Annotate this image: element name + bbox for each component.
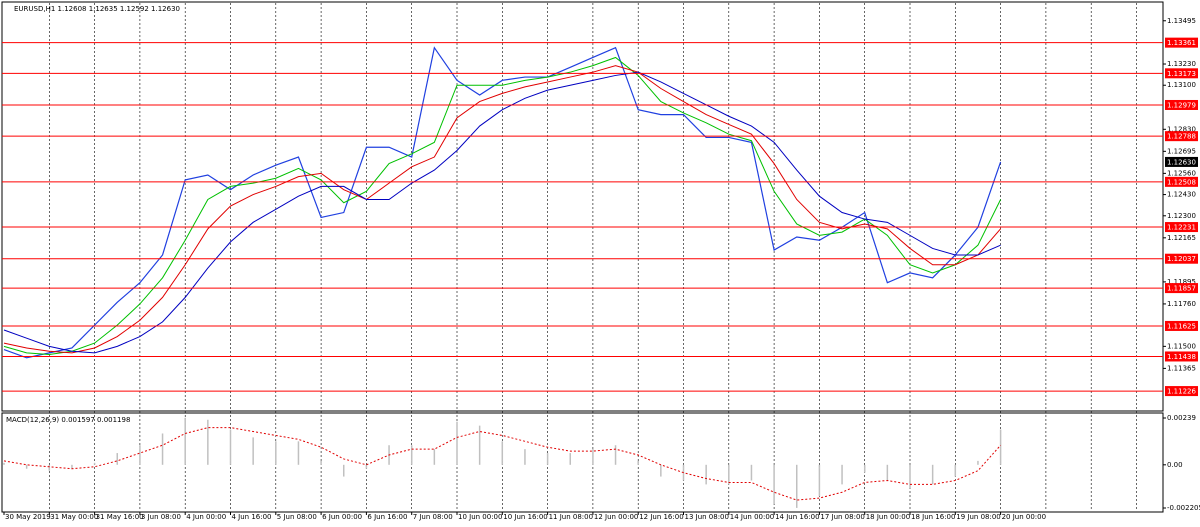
y-tick-label: 1.12300 bbox=[1167, 212, 1196, 220]
y-tick-label: 1.13100 bbox=[1167, 81, 1196, 89]
level-tag bbox=[1165, 386, 1198, 397]
level-label: 1.11226 bbox=[1167, 388, 1196, 396]
y-tick-label: 1.12165 bbox=[1167, 234, 1196, 242]
signal-line bbox=[3, 427, 1001, 501]
level-label: 1.12231 bbox=[1167, 224, 1196, 232]
level-label: 1.12788 bbox=[1167, 133, 1196, 141]
y-tick-label: 1.11500 bbox=[1167, 342, 1196, 350]
level-tag bbox=[1165, 131, 1198, 142]
x-tick-label: 13 Jun 08:00 bbox=[685, 513, 729, 521]
indicator-title: MACD(12,26,9) 0.001597 0.001198 bbox=[6, 416, 130, 424]
x-tick-label: 11 Jun 08:00 bbox=[549, 513, 593, 521]
x-tick-label: 19 Jun 08:00 bbox=[956, 513, 1000, 521]
chart-title: EURUSD,H1 1.12608 1.12635 1.12592 1.1263… bbox=[14, 5, 180, 13]
level-label: 1.12037 bbox=[1167, 255, 1196, 263]
price-label: 1.12630 bbox=[1167, 158, 1196, 166]
level-label: 1.13361 bbox=[1167, 39, 1196, 47]
price-line bbox=[3, 46, 1002, 359]
y-tick-label: 0.00239 bbox=[1167, 414, 1196, 422]
level-tag bbox=[1165, 176, 1198, 187]
x-tick-label: 14 Jun 16:00 bbox=[775, 513, 819, 521]
level-label: 1.12508 bbox=[1167, 178, 1196, 186]
price-line bbox=[3, 56, 1002, 356]
level-tag bbox=[1165, 320, 1198, 331]
x-tick-label: 4 Jun 16:00 bbox=[232, 513, 272, 521]
y-tick-label: 1.12560 bbox=[1167, 169, 1196, 177]
y-tick-label: 1.12695 bbox=[1167, 147, 1196, 155]
level-label: 1.11625 bbox=[1167, 322, 1196, 330]
y-tick-label: 1.11895 bbox=[1167, 278, 1196, 286]
level-label: 1.11857 bbox=[1167, 285, 1196, 293]
x-tick-label: 18 Jun 16:00 bbox=[911, 513, 955, 521]
level-label: 1.13173 bbox=[1167, 70, 1196, 78]
level-tag bbox=[1165, 222, 1198, 233]
x-tick-label: 12 Jun 00:00 bbox=[594, 513, 638, 521]
y-tick-label: 1.12830 bbox=[1167, 125, 1196, 133]
y-tick-label: 1.12430 bbox=[1167, 191, 1196, 199]
x-tick-label: 10 Jun 16:00 bbox=[503, 513, 547, 521]
x-tick-label: 6 Jun 16:00 bbox=[367, 513, 407, 521]
y-tick-label: -0.002205 bbox=[1167, 504, 1200, 512]
x-tick-label: 14 Jun 00:00 bbox=[730, 513, 774, 521]
level-tag bbox=[1165, 37, 1198, 48]
x-tick-label: 17 Jun 08:00 bbox=[820, 513, 864, 521]
main-panel bbox=[1, 1, 1164, 412]
price-line bbox=[3, 71, 1001, 354]
x-tick-label: 31 May 16:00 bbox=[96, 513, 144, 521]
level-label: 1.11438 bbox=[1167, 353, 1196, 361]
level-tag bbox=[1165, 351, 1198, 362]
x-tick-label: 6 Jun 00:00 bbox=[322, 513, 362, 521]
x-tick-label: 18 Jun 00:00 bbox=[866, 513, 910, 521]
x-tick-label: 7 Jun 08:00 bbox=[413, 513, 453, 521]
y-tick-label: 1.13230 bbox=[1167, 60, 1196, 68]
y-tick-label: 1.13495 bbox=[1167, 17, 1196, 25]
x-tick-label: 12 Jun 16:00 bbox=[639, 513, 683, 521]
price-tag bbox=[1165, 156, 1198, 167]
y-tick-label: 1.11760 bbox=[1167, 300, 1196, 308]
level-tag bbox=[1165, 68, 1198, 79]
level-tag bbox=[1165, 253, 1198, 264]
level-tag bbox=[1165, 283, 1198, 294]
x-tick-label: 20 Jun 00:00 bbox=[1002, 513, 1046, 521]
x-tick-label: 30 May 2019 bbox=[5, 513, 51, 521]
macd-panel bbox=[1, 412, 1164, 513]
x-tick-label: 3 Jun 08:00 bbox=[141, 513, 181, 521]
level-tag bbox=[1165, 99, 1198, 110]
y-tick-label: 1.11365 bbox=[1167, 364, 1196, 372]
x-tick-label: 10 Jun 00:00 bbox=[458, 513, 502, 521]
x-tick-label: 4 Jun 00:00 bbox=[186, 513, 226, 521]
level-label: 1.12979 bbox=[1167, 101, 1196, 109]
y-tick-label: 0.00 bbox=[1167, 461, 1183, 469]
x-tick-label: 5 Jun 08:00 bbox=[277, 513, 317, 521]
x-tick-label: 31 May 00:00 bbox=[50, 513, 98, 521]
